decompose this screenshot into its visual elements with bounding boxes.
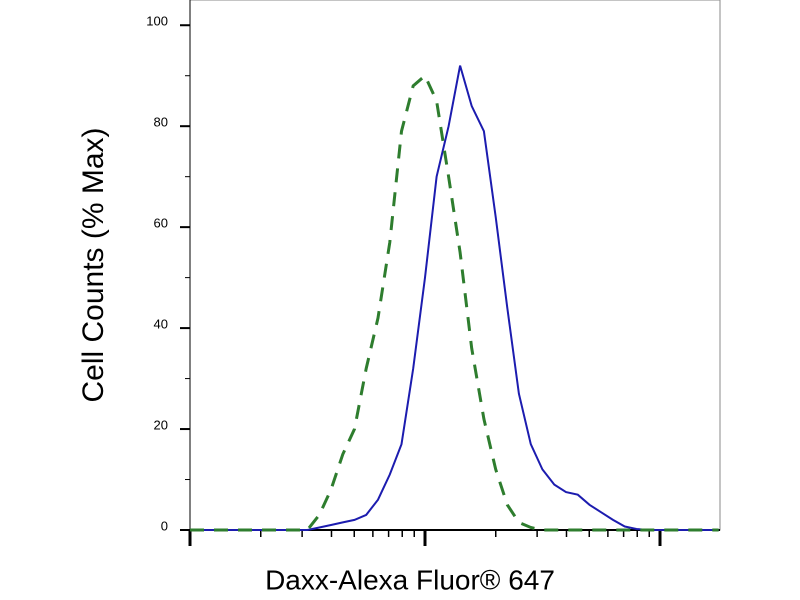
- y-tick-label: 80: [154, 115, 168, 130]
- series-line: [190, 73, 719, 532]
- y-axis-title: Cell Counts (% Max): [77, 127, 110, 402]
- x-axis-title: Daxx-Alexa Fluor® 647: [265, 564, 555, 595]
- y-tick-label: 40: [154, 317, 168, 332]
- y-tick-label: 100: [146, 14, 168, 29]
- series-line: [190, 65, 719, 531]
- y-tick-label: 60: [154, 216, 168, 231]
- y-tick-label: 0: [161, 518, 168, 533]
- y-tick-label: 20: [154, 417, 168, 432]
- plot-frame: [189, 0, 721, 531]
